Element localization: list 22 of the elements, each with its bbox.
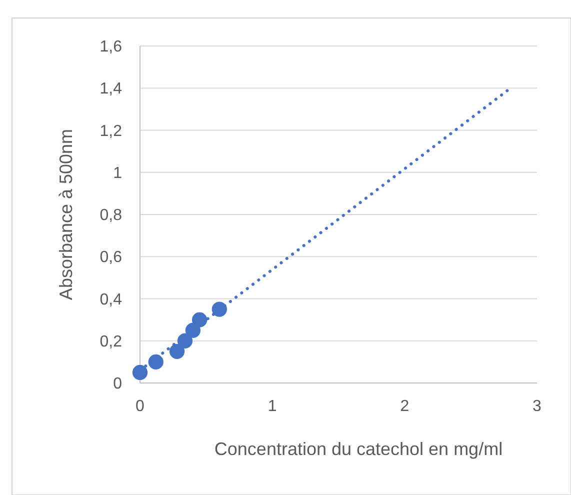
point: [212, 302, 227, 317]
y-tick-label: 1,2: [100, 122, 122, 140]
y-tick-label: 1,4: [100, 80, 122, 98]
x-tick-label: 1: [268, 398, 277, 415]
y-tick-label: 0,4: [100, 291, 122, 308]
y-tick-label: 0,6: [100, 249, 122, 266]
point: [185, 322, 200, 338]
point: [192, 312, 208, 328]
x-tick-label: 3: [532, 398, 542, 415]
y-tick-label: 0,8: [100, 207, 122, 224]
y-tick-label: 0: [113, 376, 122, 393]
y-tick-label: 1,6: [100, 38, 122, 56]
x-tick-label: 2: [400, 398, 410, 415]
y-axis-title: Absorbance à 500nm: [56, 128, 76, 300]
x-axis-title: Concentration du catechol en mg/ml: [214, 439, 503, 459]
point: [169, 344, 185, 359]
y-tick-label: 0,2: [100, 333, 122, 350]
point: [148, 354, 164, 370]
point: [177, 333, 193, 348]
point: [132, 364, 148, 380]
x-tick-label: 0: [136, 398, 145, 415]
y-tick-label: 1: [113, 164, 122, 182]
